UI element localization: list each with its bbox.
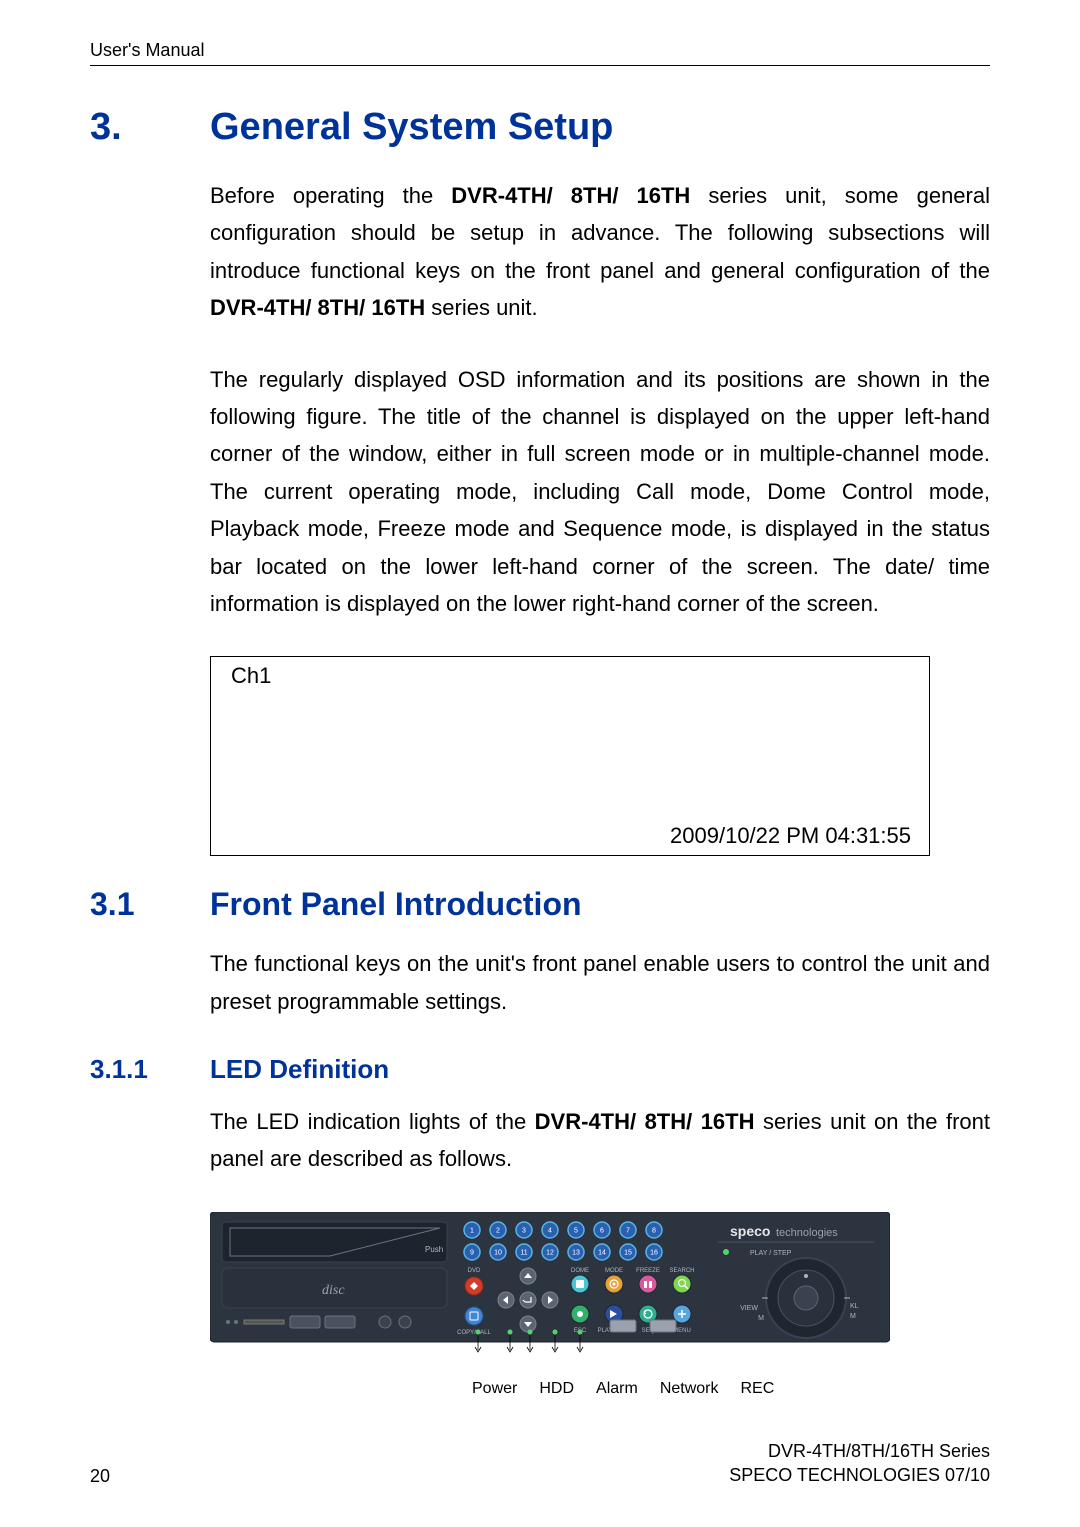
osd-datetime-label: 2009/10/22 PM 04:31:55 [670, 823, 911, 849]
para-3-1-1-body: The LED indication lights of the DVR-4TH… [210, 1103, 990, 1178]
heading-3-num: 3. [90, 106, 210, 149]
model-text: DVR-4TH/ 8TH/ 16TH [451, 183, 690, 208]
svg-text:14: 14 [598, 1249, 606, 1256]
front-panel-svg: Pushdisc12345678910111213141516DVDCOPY/C… [210, 1212, 890, 1372]
page-number: 20 [90, 1466, 110, 1487]
heading-3-1-1: 3.1.1 LED Definition [90, 1054, 990, 1085]
svg-text:11: 11 [520, 1249, 527, 1256]
heading-3-title: General System Setup [210, 106, 613, 149]
osd-channel-label: Ch1 [231, 663, 271, 689]
model-text: DVR-4TH/ 8TH/ 16TH [535, 1109, 755, 1134]
svg-text:6: 6 [600, 1227, 604, 1234]
svg-text:FREEZE: FREEZE [636, 1268, 660, 1274]
led-label-power: Power [472, 1380, 517, 1398]
svg-text:technologies: technologies [776, 1227, 838, 1239]
svg-text:1: 1 [470, 1227, 474, 1234]
svg-text:4: 4 [548, 1227, 552, 1234]
svg-text:PLAY / STEP: PLAY / STEP [750, 1250, 792, 1257]
svg-text:KL: KL [850, 1303, 859, 1310]
svg-text:DOME: DOME [571, 1268, 589, 1274]
osd-figure: Ch1 2009/10/22 PM 04:31:55 [210, 656, 930, 856]
svg-text:5: 5 [574, 1227, 578, 1234]
heading-3-1-title: Front Panel Introduction [210, 886, 582, 923]
led-label-rec: REC [741, 1380, 775, 1398]
text: series unit. [425, 295, 538, 320]
text: The regularly displayed OSD information … [210, 361, 990, 623]
svg-text:9: 9 [470, 1249, 474, 1256]
footer-company: SPECO TECHNOLOGIES 07/10 [729, 1464, 990, 1487]
heading-3: 3. General System Setup [90, 106, 990, 149]
led-labels-row: Power HDD Alarm Network REC [210, 1380, 990, 1398]
svg-text:COPY/CALL: COPY/CALL [457, 1330, 491, 1336]
page-footer: 20 DVR-4TH/8TH/16TH Series SPECO TECHNOL… [90, 1440, 990, 1487]
svg-text:VIEW: VIEW [740, 1305, 758, 1312]
svg-text:3: 3 [522, 1227, 526, 1234]
svg-text:MODE: MODE [605, 1268, 623, 1274]
heading-3-1-num: 3.1 [90, 886, 210, 923]
svg-text:SEARCH: SEARCH [669, 1268, 694, 1274]
heading-3-1: 3.1 Front Panel Introduction [90, 886, 990, 923]
svg-text:12: 12 [546, 1249, 554, 1256]
heading-3-1-1-title: LED Definition [210, 1054, 389, 1085]
front-panel-figure: Pushdisc12345678910111213141516DVDCOPY/C… [210, 1212, 990, 1372]
svg-text:2: 2 [496, 1227, 500, 1234]
model-text: DVR-4TH/ 8TH/ 16TH [210, 295, 425, 320]
svg-text:7: 7 [626, 1227, 630, 1234]
svg-text:Push: Push [425, 1245, 443, 1254]
svg-text:M: M [758, 1315, 764, 1322]
svg-text:DVD: DVD [468, 1268, 481, 1274]
svg-text:16: 16 [650, 1249, 658, 1256]
para-3-2: The regularly displayed OSD information … [210, 361, 990, 623]
svg-text:13: 13 [572, 1249, 580, 1256]
svg-text:15: 15 [624, 1249, 632, 1256]
svg-text:10: 10 [494, 1249, 502, 1256]
text: Before operating the [210, 183, 451, 208]
svg-text:8: 8 [652, 1227, 656, 1234]
page-header: User's Manual [90, 40, 990, 66]
footer-series: DVR-4TH/8TH/16TH Series [729, 1440, 990, 1463]
para-3-1-body: The functional keys on the unit's front … [210, 945, 990, 1020]
svg-text:disc: disc [322, 1283, 345, 1298]
text: The functional keys on the unit's front … [210, 945, 990, 1020]
led-label-alarm: Alarm [596, 1380, 638, 1398]
svg-text:speco: speco [730, 1223, 770, 1239]
para-3-1: Before operating the DVR-4TH/ 8TH/ 16TH … [210, 177, 990, 327]
led-label-hdd: HDD [539, 1380, 574, 1398]
svg-text:M: M [850, 1313, 856, 1320]
led-label-network: Network [660, 1380, 719, 1398]
heading-3-1-1-num: 3.1.1 [90, 1054, 210, 1085]
text: The LED indication lights of the [210, 1109, 535, 1134]
